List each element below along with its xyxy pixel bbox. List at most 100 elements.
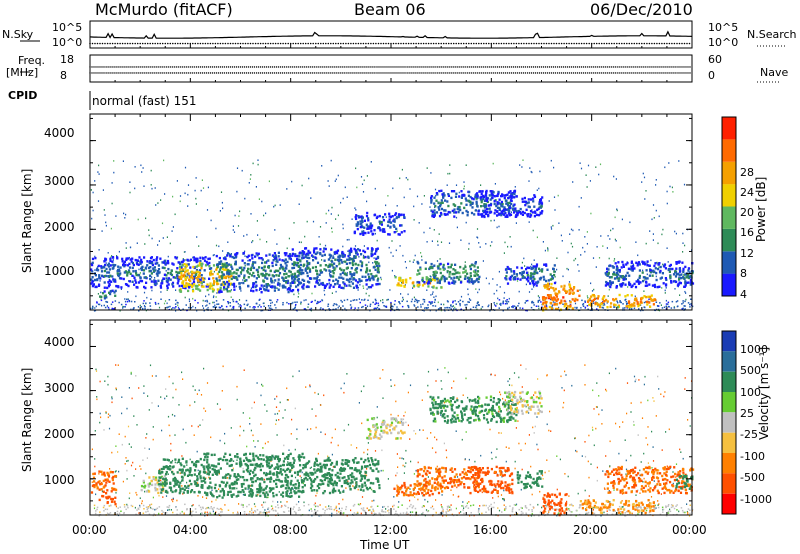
freq-dot (625, 72, 627, 74)
power-echo-8 (487, 213, 490, 217)
nsearch-dot (204, 42, 207, 45)
power-echo-0 (126, 257, 129, 260)
power-noise-point (222, 207, 224, 210)
power-noise-point (413, 219, 415, 221)
power-echo-10 (506, 214, 509, 217)
power-echo-1 (103, 295, 106, 298)
power-noise-point (413, 205, 415, 208)
power-noise-point (660, 304, 662, 306)
power-echo-13 (613, 303, 616, 306)
power-echo-8 (465, 203, 468, 206)
nsearch-dot (480, 42, 483, 45)
nave-dot (157, 66, 159, 68)
power-echo-6 (433, 279, 436, 282)
power-noise-point (684, 244, 686, 247)
freq-dot (261, 72, 264, 74)
nsearch-dot (116, 42, 119, 45)
nave-dot (153, 66, 155, 68)
power-echo-0 (174, 256, 177, 259)
power-echo-3 (259, 287, 262, 291)
nsearch-dot (573, 42, 575, 45)
vel-noise-point (550, 430, 552, 432)
power-echo-14 (618, 277, 621, 280)
power-noise-point (240, 273, 242, 275)
power-ground-point (682, 300, 684, 302)
power-echo-7 (470, 263, 473, 267)
power-noise-point (651, 218, 653, 221)
power-ground-point (452, 301, 454, 304)
freq-dot (101, 72, 103, 74)
power-echo-0 (192, 280, 196, 284)
power-echo-8 (483, 203, 486, 206)
power-echo-2 (196, 278, 199, 282)
freq-dot (679, 72, 681, 74)
power-ground-point (675, 301, 678, 303)
power-noise-point (655, 209, 657, 212)
nave-dot (478, 66, 480, 68)
power-noise-point (412, 287, 414, 289)
power-echo-3 (297, 288, 300, 292)
power-echo-0 (149, 266, 152, 269)
power-noise-point (525, 283, 527, 286)
power-noise-point (385, 216, 387, 218)
power-echo-14 (687, 269, 690, 272)
power-noise-point (615, 178, 617, 180)
power-ground-point (138, 310, 140, 312)
power-echo-5 (355, 224, 358, 227)
vel-noise-point (687, 513, 689, 515)
power-echo-3 (229, 253, 232, 257)
freq-dot (338, 72, 340, 74)
vel-noise-point (658, 503, 660, 505)
power-ground-point (524, 302, 526, 304)
power-noise-point (402, 298, 404, 301)
power-noise-point (521, 261, 523, 264)
power-noise-point (582, 246, 584, 249)
nsearch-dot (247, 42, 249, 45)
power-noise-point (128, 280, 130, 282)
freq-dot (372, 72, 374, 74)
power-echo-3 (254, 285, 257, 289)
power-noise-point (298, 241, 300, 243)
power-echo-3 (277, 278, 280, 281)
power-echo-4 (311, 266, 315, 269)
nsearch-dot (570, 42, 573, 45)
vel-noise-point (146, 433, 148, 435)
nave-tick-bottom: 0 (708, 69, 715, 82)
nave-dot (237, 66, 240, 68)
nsearch-dot (515, 42, 518, 45)
power-echo-4 (291, 254, 294, 257)
freq-dot (296, 72, 298, 74)
power-echo-11 (553, 273, 556, 277)
power-noise-point (298, 292, 300, 295)
power-noise-point (206, 304, 208, 306)
power-echo-10 (484, 212, 487, 216)
power-echo-15 (684, 282, 687, 285)
power-noise-point (671, 186, 673, 189)
freq-dot (424, 72, 426, 74)
power-noise-point (177, 304, 179, 307)
power-noise-point (359, 283, 361, 286)
power-echo-4 (323, 247, 326, 250)
power-echo-13 (602, 296, 605, 299)
power-echo-3 (281, 286, 285, 289)
power-echo-14 (689, 283, 692, 286)
power-noise-point (580, 254, 582, 256)
power-echo-3 (269, 269, 272, 273)
vel-noise-point (148, 409, 150, 411)
power-echo-2 (181, 281, 184, 284)
power-ground-point (100, 299, 103, 302)
freq-dot (302, 72, 304, 74)
power-noise-point (307, 306, 309, 308)
power-echo-13 (629, 303, 632, 307)
nsearch-dot (151, 42, 154, 45)
vel-noise-point (363, 451, 365, 454)
power-echo-10 (510, 199, 513, 202)
power-echo-0 (167, 283, 170, 286)
power-ground-point (498, 299, 501, 301)
nave-dot (605, 66, 607, 68)
power-noise-point (248, 182, 250, 184)
power-echo-9 (516, 266, 519, 269)
nsearch-dot (392, 42, 395, 45)
power-noise-point (350, 285, 352, 288)
freq-dot (470, 72, 472, 74)
